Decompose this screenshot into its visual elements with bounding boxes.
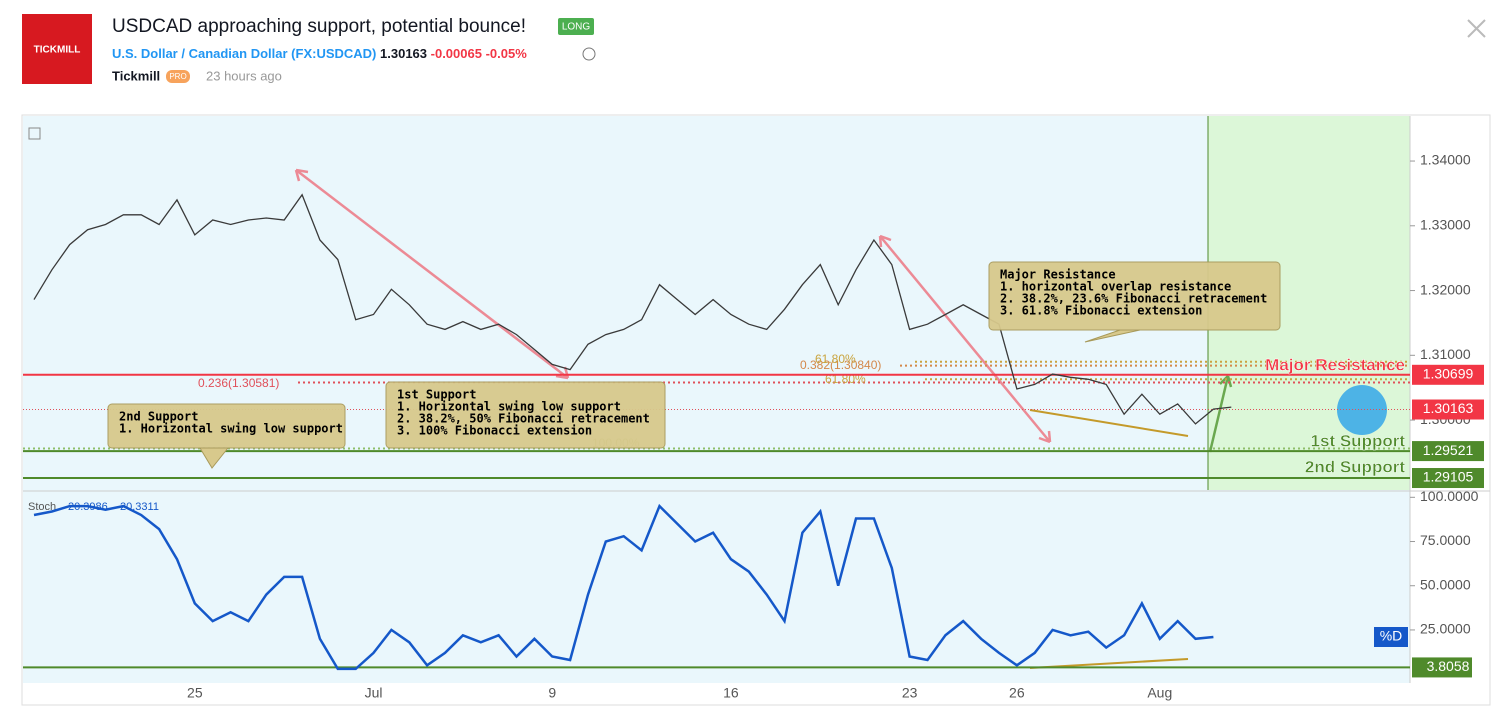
axis-value-label: 1.29105 [1423,469,1474,485]
callout-line: 1. Horizontal swing low support [397,400,621,414]
plot-bg [23,116,1410,683]
axis-value-label: 1.30699 [1423,366,1474,382]
axis-value-box [1412,364,1484,385]
fib-label: 0.236(1.30581) [198,376,279,390]
symbol-line: U.S. Dollar / Canadian Dollar (FX:USDCAD… [112,46,527,61]
callout-line: 1. Horizontal swing low support [119,422,343,436]
level-name: 1st Support [1311,432,1406,451]
series-tag: %D [1380,628,1403,644]
axis-value-label: 3.8058 [1427,658,1470,674]
callout-title: 2nd Support [119,410,198,424]
collapse-icon[interactable] [28,127,41,140]
idea-title: USDCAD approaching support, potential bo… [112,16,526,37]
callout-box [385,381,666,449]
level-name: 2nd Support [1305,458,1405,477]
callout-title: Major Resistance [1000,268,1116,282]
alert-icon[interactable] [582,47,596,61]
callout-box [988,261,1281,331]
series-line [33,193,1232,425]
fib-label: 0.382(1.30840) [800,358,881,372]
fib-label: 61.80% [815,352,856,366]
y-tick-label: 25.0000 [1420,621,1471,637]
legend-name: Stoch [28,501,56,513]
series-line [33,503,1214,671]
axis-value-box [1412,657,1472,678]
callout-line: 2. 38.2%, 23.6% Fibonacci retracement [1000,292,1267,306]
y-tick-label: 50.0000 [1420,576,1471,592]
time: 23 hours ago [206,68,282,83]
y-tick-label: 100.0000 [1420,488,1479,504]
wave-arrows [294,168,1052,444]
callout-title: 1st Support [397,388,476,402]
axis-value-box [1412,441,1484,462]
callout-tail [1084,329,1141,343]
callout-tail [199,447,229,469]
axis-value-box [1412,468,1484,489]
y-tick-label: 1.34000 [1420,152,1471,168]
x-tick-label: Aug [1147,685,1172,701]
x-tick-label: 16 [723,685,739,701]
pro-badge: PRO [169,72,186,81]
y-tick-label: 75.0000 [1420,532,1471,548]
axis-value-label: 1.29521 [1423,442,1474,458]
callout-box [107,403,346,449]
callout-line: 2. 38.2%, 50% Fibonacci retracement [397,412,650,426]
x-tick-label: 25 [187,685,203,701]
price: 1.30163 [380,46,427,61]
x-tick-label: 23 [902,685,918,701]
symbol[interactable]: U.S. Dollar / Canadian Dollar [112,46,288,61]
axis-value-label: 1.30163 [1423,400,1474,416]
change: -0.00065 [431,46,482,61]
callout-line: 3. 61.8% Fibonacci extension [1000,304,1202,318]
callout-line: 3. 100% Fibonacci extension [397,424,592,438]
logo [22,14,92,84]
close-button[interactable] [1467,19,1486,38]
y-tick-label: 1.33000 [1420,216,1471,232]
level-name: Major Resistance [1265,355,1405,374]
x-tick-label: 9 [548,685,556,701]
logo-text: TICKMILL [34,45,81,56]
author[interactable]: Tickmill [112,68,160,83]
trend-line [1029,409,1189,437]
x-tick-label: 26 [1009,685,1025,701]
axis-value-box [1412,399,1484,420]
ticker[interactable]: (FX:USDCAD) [291,46,376,61]
pro-bg [166,70,190,83]
y-tick-label: 1.31000 [1420,346,1471,362]
callout-line: 1. horizontal overlap resistance [1000,280,1231,294]
badge-bg [558,18,594,35]
series-tag-bg [1374,627,1408,647]
change-pct: -0.05% [486,46,528,61]
y-tick-label: 1.32000 [1420,281,1471,297]
badge: LONG [562,22,591,33]
x-tick-label: Jul [365,685,383,701]
